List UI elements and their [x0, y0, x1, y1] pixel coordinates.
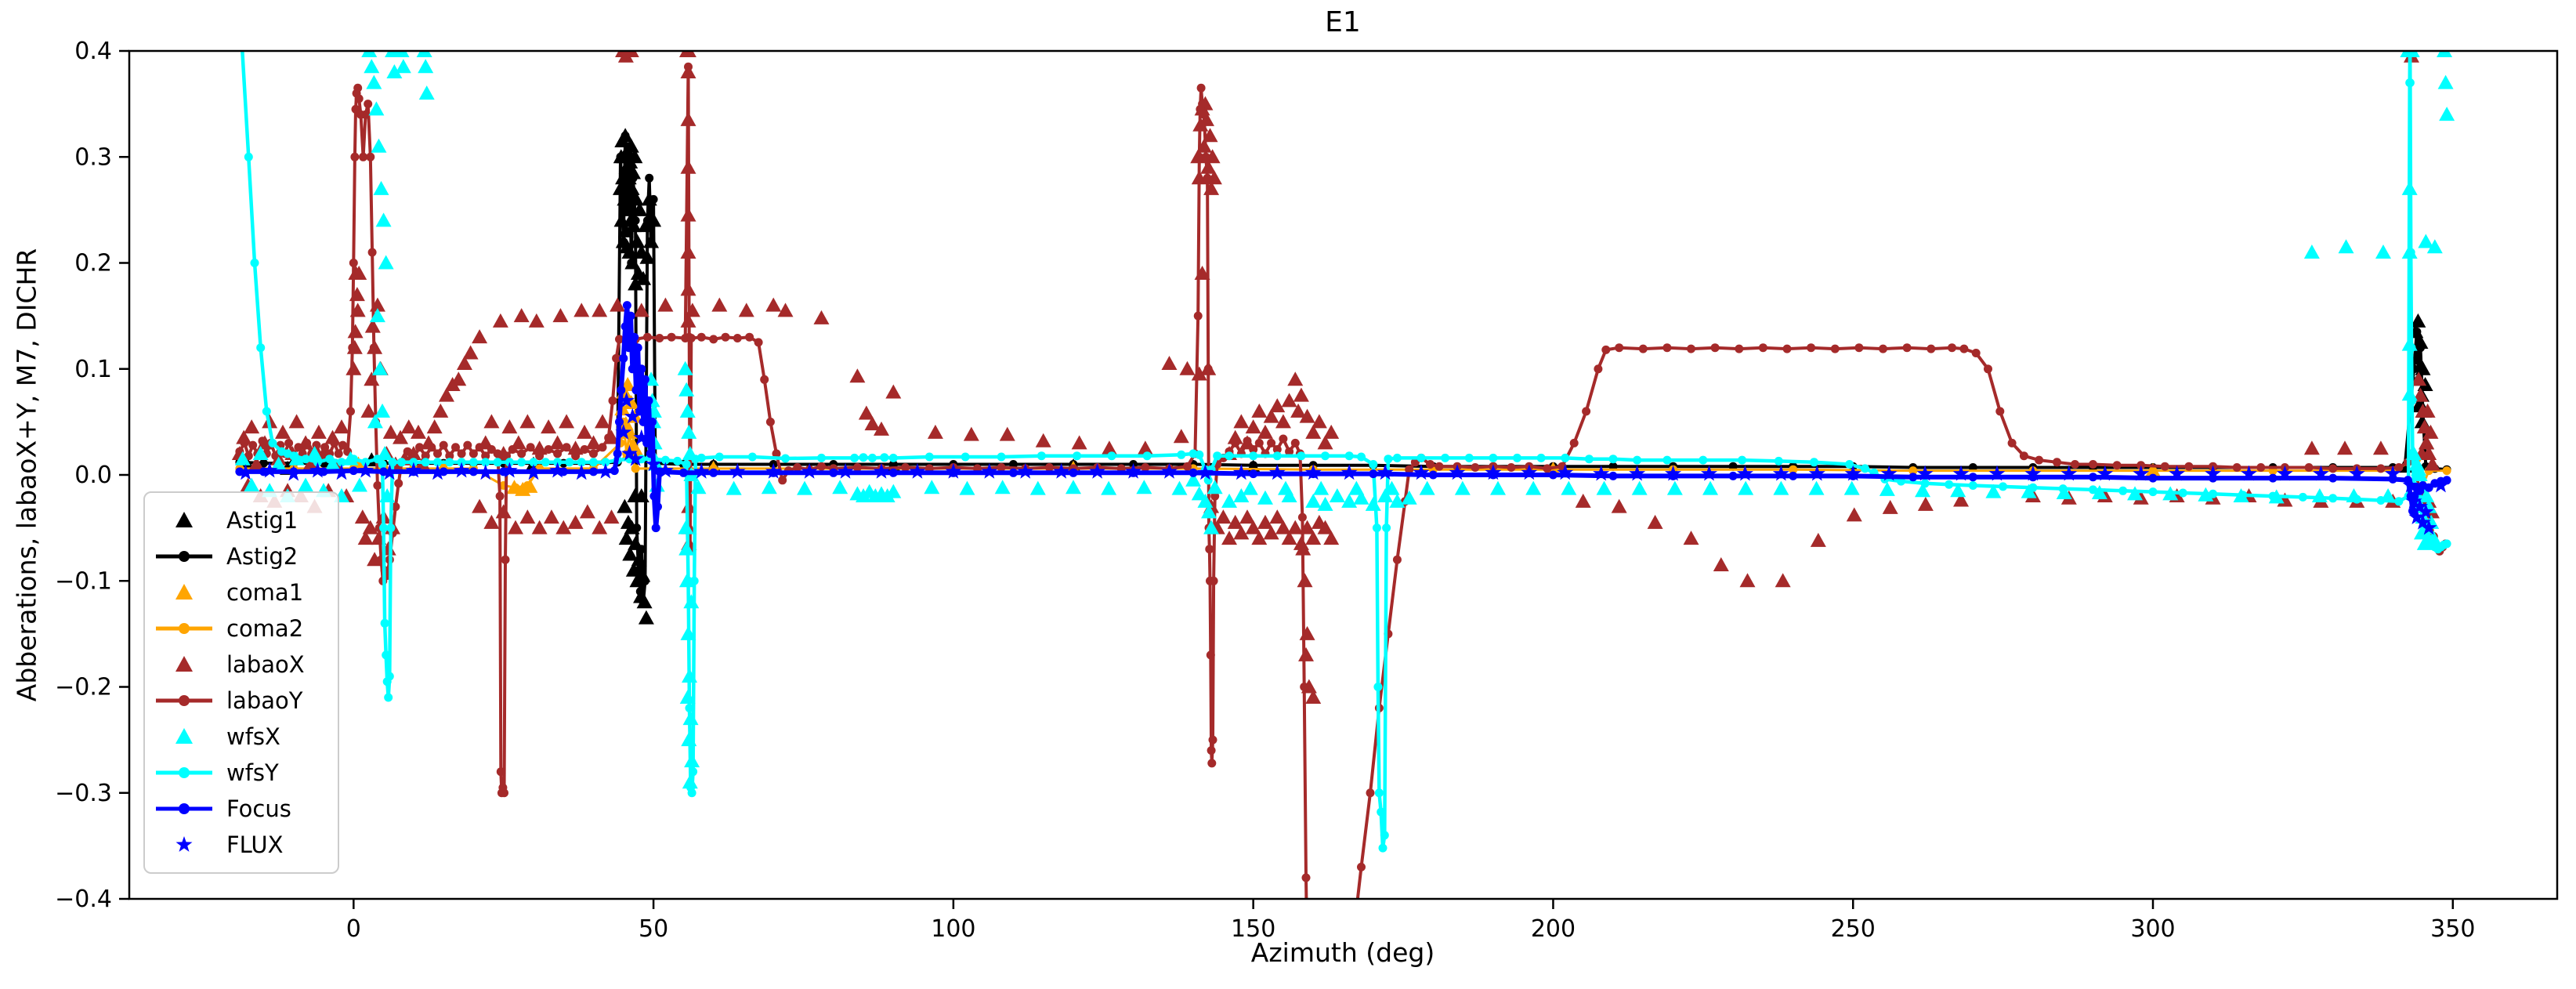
line-marker-icon	[156, 803, 212, 814]
legend-label: Focus	[226, 795, 291, 822]
series-astig2	[235, 131, 2451, 607]
y-tick-label: 0.1	[74, 356, 112, 383]
y-tick-label: −0.3	[55, 780, 112, 807]
series-labaoy	[235, 62, 2451, 899]
legend-label: labaoY	[226, 687, 303, 714]
legend-item-wfsy: wfsY	[153, 755, 330, 791]
y-tick-label: 0.4	[74, 38, 112, 65]
legend-item-coma2: coma2	[153, 610, 330, 647]
y-axis-label: Abberations, labaoX+Y, M7, DICHR	[11, 248, 42, 702]
axes-frame: 0 50 100 150 200 250 300 350 −0.4 −0.3 −0.2 −0.1 0.0…	[55, 38, 2559, 943]
y-tick-label: −0.4	[55, 886, 112, 913]
legend-item-astig2: Astig2	[153, 538, 330, 574]
legend-label: Astig1	[226, 507, 298, 534]
series-wfsx	[234, 51, 2455, 789]
x-tick-label: 0	[346, 915, 361, 943]
x-tick-label: 350	[2430, 915, 2475, 943]
triangle-marker-icon	[175, 584, 193, 600]
triangle-marker-icon	[175, 728, 193, 744]
x-tick-label: 200	[1531, 915, 1576, 943]
x-tick-label: 50	[639, 915, 668, 943]
line-marker-icon	[156, 623, 212, 634]
series-layer	[231, 51, 2455, 899]
x-axis-label: Azimuth (deg)	[1250, 937, 1435, 968]
chart-title: E1	[1325, 6, 1361, 38]
y-tick-label: −0.2	[55, 674, 112, 701]
series-astig1	[237, 128, 2435, 625]
legend-label: coma2	[226, 615, 304, 642]
series-labaox	[231, 51, 2440, 705]
legend-item-flux: FLUX	[153, 827, 330, 863]
legend-label: wfsX	[226, 723, 280, 750]
line-marker-icon	[156, 695, 212, 706]
x-tick-label: 100	[931, 915, 975, 943]
y-tick-label: 0.0	[74, 462, 112, 489]
triangle-marker-icon	[175, 512, 193, 527]
legend-label: coma1	[226, 579, 304, 606]
legend-item-labaoy: labaoY	[153, 683, 330, 719]
legend-label: labaoX	[226, 651, 305, 678]
x-tick-label: 250	[1831, 915, 1876, 943]
legend-label: FLUX	[226, 831, 284, 858]
y-tick-label: 0.2	[74, 250, 112, 277]
x-tick-label: 150	[1231, 915, 1275, 943]
star-marker-icon	[175, 836, 193, 852]
legend-label: wfsY	[226, 759, 279, 786]
triangle-marker-icon	[175, 656, 193, 672]
legend-label: Astig2	[226, 543, 298, 570]
legend-item-wfsx: wfsX	[153, 719, 330, 755]
line-marker-icon	[156, 551, 212, 562]
legend-item-labaox: labaoX	[153, 647, 330, 683]
y-tick-label: 0.3	[74, 143, 112, 171]
y-tick-label: −0.1	[55, 567, 112, 595]
legend-item-focus: Focus	[153, 791, 330, 827]
x-tick-label: 300	[2130, 915, 2175, 943]
legend-item-coma1: coma1	[153, 574, 330, 610]
legend-item-astig1: Astig1	[153, 502, 330, 538]
series-flux	[237, 392, 2449, 535]
line-marker-icon	[156, 767, 212, 778]
legend-box: Astig1 Astig2 coma1 coma2 labaoX labaoY wfsX wf…	[143, 491, 339, 874]
